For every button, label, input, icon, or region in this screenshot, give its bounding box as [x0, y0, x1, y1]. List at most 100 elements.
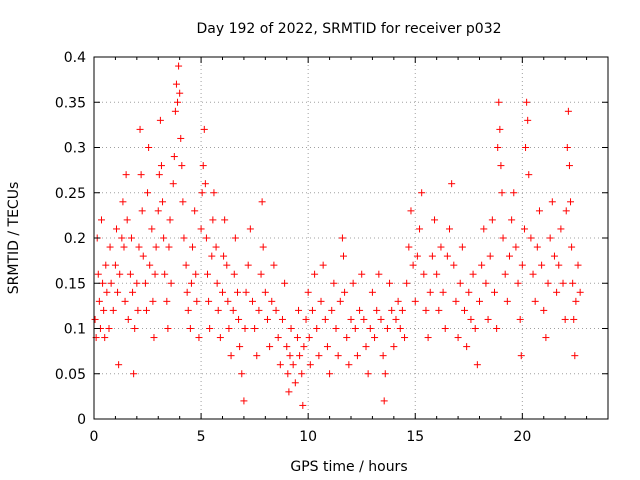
data-point [343, 334, 351, 342]
data-point [550, 252, 558, 260]
data-point [305, 334, 313, 342]
data-point [420, 270, 428, 278]
data-point [118, 234, 126, 242]
data-point [179, 198, 187, 206]
x-tick-label: 10 [299, 429, 317, 445]
data-point [501, 270, 509, 278]
data-point [523, 98, 531, 106]
data-point [498, 189, 506, 197]
data-point [299, 401, 307, 409]
data-point [465, 288, 473, 296]
data-point [448, 180, 456, 188]
data-point [95, 297, 103, 305]
x-tick-label: 5 [197, 429, 206, 445]
data-point [482, 279, 490, 287]
data-point [349, 279, 357, 287]
data-point [486, 252, 494, 260]
data-point [189, 243, 197, 251]
data-point [139, 252, 147, 260]
data-point [392, 315, 400, 323]
data-point [416, 225, 424, 233]
data-point [291, 379, 299, 387]
data-point [246, 225, 254, 233]
data-point [123, 216, 131, 224]
data-point [109, 306, 117, 314]
data-point [308, 306, 316, 314]
data-point [364, 370, 372, 378]
data-point [358, 270, 366, 278]
data-point [114, 288, 122, 296]
data-point [323, 343, 331, 351]
data-point [106, 243, 114, 251]
data-point [452, 297, 460, 305]
data-point [435, 306, 443, 314]
data-point [478, 261, 486, 269]
x-tick-label: 15 [406, 429, 424, 445]
data-point [574, 261, 582, 269]
data-point [524, 116, 532, 124]
data-point [306, 361, 314, 369]
data-point [141, 279, 149, 287]
data-point [159, 198, 167, 206]
data-point [296, 352, 304, 360]
data-point [456, 279, 464, 287]
data-point [240, 397, 248, 405]
data-point [261, 288, 269, 296]
data-point [298, 370, 306, 378]
data-point [330, 279, 338, 287]
data-point [418, 189, 426, 197]
data-point [227, 352, 235, 360]
data-point [184, 306, 192, 314]
data-point [133, 279, 141, 287]
data-point [401, 334, 409, 342]
data-point [396, 325, 404, 332]
y-tick-label: 0.4 [64, 50, 86, 66]
data-point [542, 334, 550, 342]
data-point [439, 288, 447, 296]
data-point [302, 315, 310, 323]
data-point [499, 234, 507, 242]
data-point [571, 352, 579, 360]
data-point [212, 243, 220, 251]
data-point [484, 315, 492, 323]
data-point [480, 225, 488, 233]
data-point [253, 352, 261, 360]
data-point [398, 306, 406, 314]
data-point [529, 270, 537, 278]
data-point [540, 306, 548, 314]
data-point [195, 334, 203, 342]
data-point [210, 189, 218, 197]
data-point [169, 180, 177, 188]
data-point [490, 288, 498, 296]
data-point [102, 261, 110, 269]
data-point [326, 370, 334, 378]
data-point [476, 297, 483, 305]
data-point [345, 361, 353, 369]
data-point [564, 107, 572, 115]
y-tick-label: 0.05 [55, 367, 86, 383]
data-point [572, 297, 580, 305]
data-point [407, 207, 415, 215]
data-point [214, 306, 222, 314]
data-point [341, 288, 349, 296]
data-point [562, 207, 570, 215]
data-point [131, 325, 139, 332]
data-point [471, 325, 479, 332]
data-point [136, 125, 144, 133]
data-point [428, 252, 436, 260]
data-point [319, 261, 327, 269]
data-point [463, 343, 471, 351]
data-points [91, 62, 584, 409]
data-point [202, 234, 210, 242]
data-point [258, 198, 266, 206]
data-point [157, 162, 165, 170]
data-point [126, 270, 134, 278]
data-point [424, 334, 432, 342]
data-point [216, 334, 224, 342]
x-axis-label: GPS time / hours [290, 459, 407, 475]
data-point [473, 361, 481, 369]
data-point [268, 297, 276, 305]
data-point [338, 234, 346, 242]
data-point [171, 107, 179, 115]
data-point [134, 306, 142, 314]
